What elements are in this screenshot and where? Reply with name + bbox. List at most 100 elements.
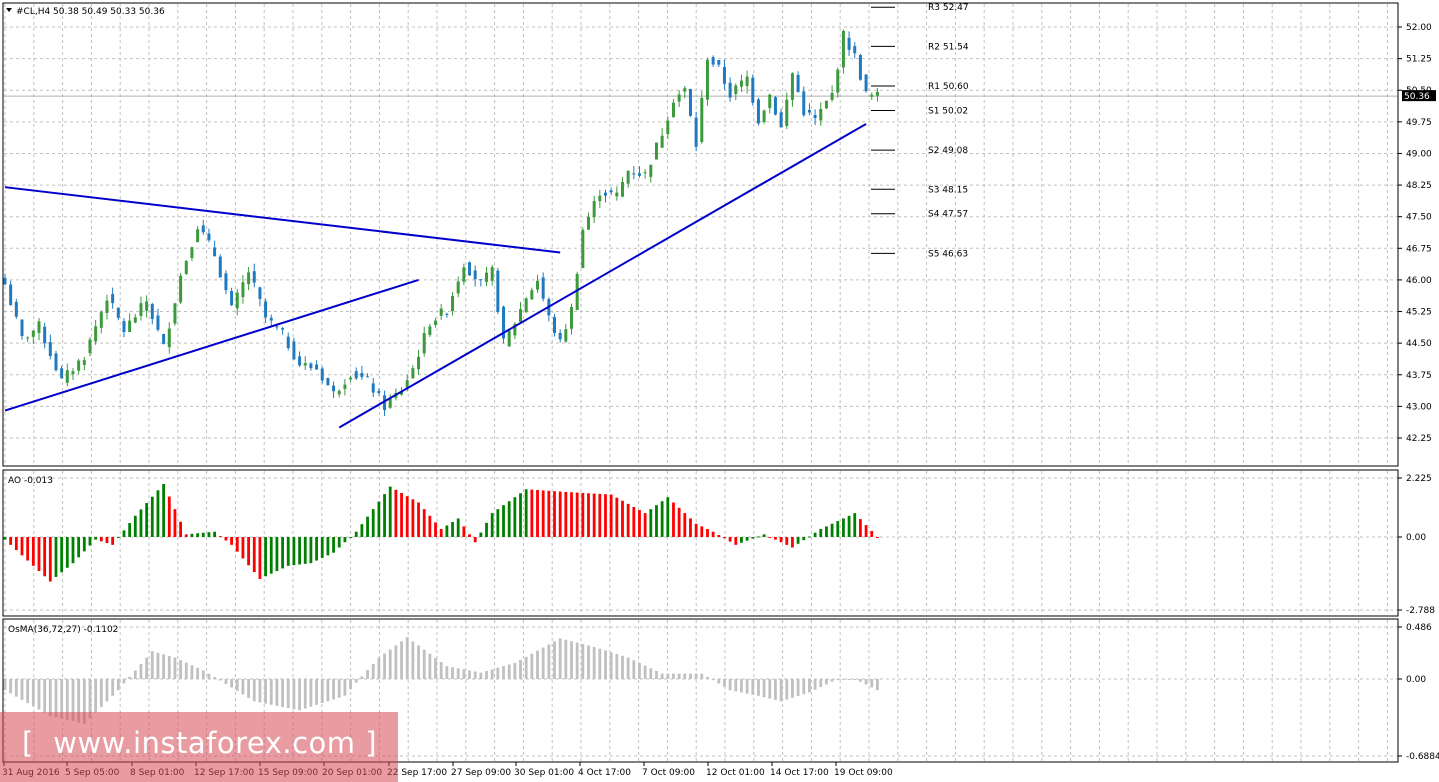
candle-body [819, 108, 823, 121]
indicator-bar [184, 662, 188, 679]
candle-body [292, 341, 296, 360]
indicator-bar [439, 662, 443, 679]
candle-body [519, 309, 523, 322]
indicator-bar [802, 679, 806, 695]
indicator-bar [768, 679, 772, 699]
indicator-bar [439, 529, 443, 537]
candle-body [728, 82, 732, 98]
ao-title: AO -0.013 [8, 476, 53, 486]
indicator-bar [213, 531, 217, 537]
candle-body [377, 390, 381, 394]
indicator-bar [864, 679, 868, 685]
price-tick-label: 52.00 [1406, 23, 1432, 33]
indicator-bar [621, 655, 624, 679]
candle-body [632, 173, 636, 175]
indicator-bar [847, 679, 851, 680]
candle-body [349, 377, 353, 380]
indicator-bar [445, 525, 449, 537]
candle-body [513, 323, 517, 336]
indicator-bar [575, 492, 579, 537]
indicator-bar [65, 537, 69, 568]
dropdown-icon[interactable] [6, 8, 12, 12]
candle-body [558, 332, 562, 340]
candle-body [405, 380, 409, 388]
candle-body [65, 370, 69, 383]
indicator-bar [400, 641, 403, 679]
indicator-bar [530, 489, 534, 537]
indicator-bar [292, 537, 296, 566]
indicator-bar [377, 501, 381, 537]
candle-body [48, 342, 52, 357]
candle-body [275, 326, 279, 328]
indicator-bar [558, 491, 562, 537]
indicator-bar [99, 679, 103, 707]
osma-panel: 0.486 0.00 -0.6884 [3, 620, 1439, 762]
indicator-bar [864, 525, 868, 537]
candle-body [99, 312, 103, 328]
candle-body [768, 94, 772, 109]
indicator-bar [700, 526, 704, 537]
indicator-bar [541, 490, 545, 537]
indicator-bar [847, 515, 851, 537]
indicator-bar [218, 679, 222, 681]
price-tick-label: 48.25 [1406, 181, 1432, 191]
indicator-bar [156, 652, 160, 679]
indicator-bar [796, 679, 800, 697]
candle-body [309, 363, 313, 369]
candle-body [581, 229, 585, 268]
candle-body [122, 321, 126, 333]
candle-body [133, 317, 137, 323]
time-tick-label: 4 Oct 17:00 [578, 768, 631, 778]
candle-body [184, 260, 188, 274]
candle-body [734, 85, 738, 95]
candle-body [145, 301, 149, 311]
pivot-label: S5 46.63 [928, 249, 968, 259]
candle-body [836, 69, 840, 93]
indicator-bar [598, 648, 602, 679]
candle-body [3, 277, 7, 285]
indicator-bar [411, 641, 415, 679]
time-tick-label: 12 Oct 01:00 [706, 768, 765, 778]
candle-body [173, 303, 177, 324]
candle-body [14, 301, 18, 317]
candle-body [479, 279, 483, 281]
candle-body [796, 74, 800, 93]
candle-body [82, 360, 86, 365]
time-tick-label: 22 Sep 17:00 [387, 768, 447, 778]
indicator-tick-label: 0.00 [1406, 533, 1426, 543]
indicator-bar [876, 537, 879, 538]
price-tick-label: 47.50 [1406, 213, 1432, 223]
indicator-bar [116, 679, 120, 691]
indicator-bar [366, 670, 369, 679]
current-price-tag: 50.36 [1402, 90, 1436, 102]
indicator-bar [320, 679, 324, 704]
trendlines[interactable] [4, 123, 867, 429]
indicator-bar [275, 537, 279, 572]
candle-body [94, 326, 98, 342]
indicator-bar [553, 491, 556, 537]
candle-body [485, 272, 489, 282]
indicator-bar [167, 655, 171, 679]
indicator-bar [451, 521, 454, 537]
indicator-bar [564, 491, 568, 537]
price-tick-label: 42.25 [1406, 434, 1432, 444]
symbol-line: #CL,H4 50.38 50.49 50.33 50.36 [16, 7, 165, 17]
candle-body [700, 97, 704, 143]
indicator-bar [162, 654, 166, 679]
indicator-bar [853, 679, 857, 680]
price-tick-label: 49.00 [1406, 149, 1432, 159]
indicator-bar [462, 526, 466, 537]
indicator-bar [779, 537, 783, 543]
indicator-bar [604, 494, 607, 537]
indicator-bar [456, 518, 460, 537]
indicator-bar [683, 673, 687, 679]
indicator-bar [609, 652, 613, 679]
indicator-bar [853, 513, 857, 537]
indicator-bar [728, 537, 732, 542]
indicator-bar [309, 537, 313, 564]
price-tick-label: 49.75 [1406, 118, 1432, 128]
indicator-tick-label: -2.788 [1406, 606, 1435, 616]
indicator-bar [133, 515, 137, 537]
candle-body [150, 304, 154, 319]
